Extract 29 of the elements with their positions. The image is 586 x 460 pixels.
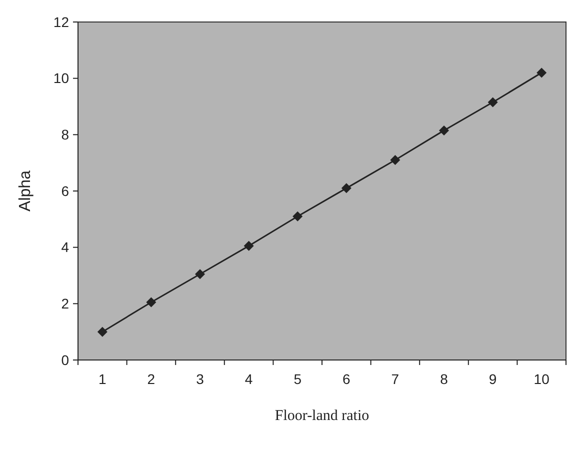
point — [390, 155, 400, 166]
y-axis-title: Alpha — [17, 170, 34, 212]
point — [536, 68, 547, 78]
y-tick-label: 10 — [53, 70, 70, 86]
point — [488, 97, 498, 108]
x-tick-label: 10 — [534, 371, 550, 387]
point — [341, 183, 352, 194]
x-tick-label: 2 — [147, 371, 156, 387]
x-tick-label: 1 — [98, 371, 106, 387]
x-tick-label: 9 — [488, 371, 497, 387]
point — [97, 326, 108, 337]
y-tick-label: 6 — [61, 182, 70, 199]
x-tick-label: 6 — [342, 371, 350, 387]
x-tick-label: 4 — [244, 371, 253, 387]
point — [292, 211, 303, 222]
y-tick-label: 2 — [61, 296, 70, 312]
point — [146, 297, 156, 308]
x-tick-label: 7 — [391, 371, 400, 387]
y-tick-label: 0 — [61, 352, 70, 368]
x-tick-label: 8 — [440, 371, 448, 387]
point — [439, 125, 449, 136]
y-tick-label: 12 — [53, 14, 70, 30]
point — [195, 269, 205, 280]
x-tick-label: 3 — [196, 371, 204, 387]
point — [244, 240, 254, 251]
x-tick-label: 5 — [294, 371, 302, 387]
x-axis-title: Floor-land ratio — [274, 408, 370, 424]
y-tick-label: 8 — [61, 126, 70, 143]
y-tick-label: 4 — [61, 239, 70, 256]
